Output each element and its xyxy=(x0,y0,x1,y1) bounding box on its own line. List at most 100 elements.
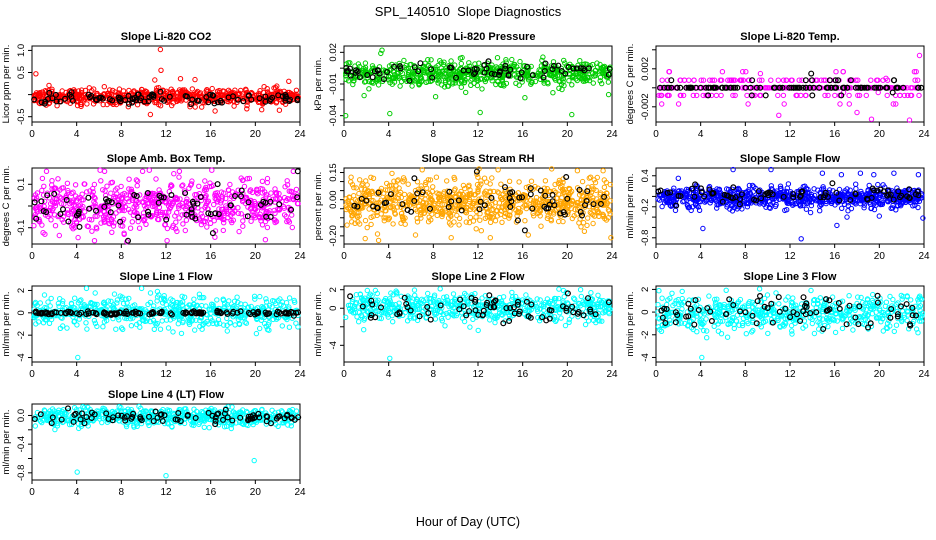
li820-pressure-series-samples xyxy=(343,47,613,119)
x-tick-label: 4 xyxy=(698,129,704,140)
sample-flow-series-samples xyxy=(655,166,926,242)
y-tick-label: 0 xyxy=(328,306,339,311)
y-axis-label: ml/min per min. xyxy=(625,292,636,357)
x-tick-label: 16 xyxy=(517,251,529,262)
x-tick-label: 0 xyxy=(29,129,35,140)
y-tick-label: -0.8 xyxy=(640,230,651,246)
x-tick-label: 24 xyxy=(606,369,618,380)
x-tick-label: 16 xyxy=(829,251,841,262)
x-tick-label: 24 xyxy=(294,251,306,262)
x-tick-label: 24 xyxy=(918,251,930,262)
panel-title: Slope Li-820 CO2 xyxy=(121,31,211,43)
x-tick-label: 24 xyxy=(918,129,930,140)
y-tick-label: 0.002 xyxy=(640,57,651,81)
y-tick-label: 1.0 xyxy=(16,44,27,57)
x-tick-label: 0 xyxy=(341,369,347,380)
y-axis-label: percent per min. xyxy=(313,172,324,241)
panel-title: Slope Li-820 Temp. xyxy=(740,31,839,43)
axes: 0 4 8 12 16 20 24 0.1 -0.1 xyxy=(16,167,306,262)
x-tick-label: 4 xyxy=(386,251,392,262)
plot-li820-pressure: Slope Li-820 Pressure kPa per min. 0 4 8 12 16… xyxy=(313,31,618,140)
x-tick-label: 4 xyxy=(698,369,704,380)
x-tick-label: 0 xyxy=(653,129,659,140)
y-axis-label: ml/min per min. xyxy=(1,410,12,475)
x-tick-label: 24 xyxy=(294,129,306,140)
x-tick-label: 24 xyxy=(606,251,618,262)
li820-pressure-series-reference xyxy=(343,58,613,84)
x-tick-label: 4 xyxy=(74,129,80,140)
x-tick-label: 20 xyxy=(562,369,574,380)
y-tick-label: 0.5 xyxy=(16,66,27,79)
li820-co2-series-samples xyxy=(31,46,301,118)
y-axis-label: ml/min per min. xyxy=(1,292,12,357)
panel-li820-pressure: Slope Li-820 Pressure kPa per min. 0 4 8 12 16… xyxy=(312,28,624,150)
panel-title: Slope Line 4 (LT) Flow xyxy=(108,389,224,401)
panel-li820-temp: Slope Li-820 Temp. degrees C per min. 0 4 8 1… xyxy=(624,28,936,150)
x-tick-label: 0 xyxy=(653,251,659,262)
x-tick-label: 24 xyxy=(918,369,930,380)
x-tick-label: 12 xyxy=(160,487,172,498)
x-tick-label: 20 xyxy=(874,369,886,380)
line4-lt-flow-series-reference xyxy=(31,405,302,428)
x-tick-label: 4 xyxy=(74,369,80,380)
y-tick-label: -0.5 xyxy=(16,109,27,125)
y-tick-label: 0.4 xyxy=(640,169,651,182)
line2-flow-series-reference xyxy=(347,290,612,327)
x-tick-label: 12 xyxy=(160,129,172,140)
panel-title: Slope Sample Flow xyxy=(740,153,841,165)
x-tick-label: 0 xyxy=(341,251,347,262)
panel-title: Slope Amb. Box Temp. xyxy=(107,153,226,165)
panel-title: Slope Line 2 Flow xyxy=(432,271,525,283)
x-tick-label: 16 xyxy=(517,129,529,140)
y-axis-label: degrees C per min. xyxy=(1,166,12,247)
x-tick-label: 8 xyxy=(743,251,749,262)
panel-line4-lt-flow: Slope Line 4 (LT) Flow ml/min per min. 0 4 8… xyxy=(0,386,312,508)
y-tick-label: 0.15 xyxy=(328,163,339,182)
y-tick-label: -2 xyxy=(16,331,27,339)
plot-li820-temp: Slope Li-820 Temp. degrees C per min. 0 4 8 1… xyxy=(625,31,930,140)
plot-amb-box-temp: Slope Amb. Box Temp. degrees C per min. 0 4… xyxy=(1,153,306,262)
x-tick-label: 12 xyxy=(472,251,484,262)
x-tick-label: 8 xyxy=(119,369,125,380)
line1-flow-series-samples xyxy=(31,285,301,361)
y-tick-label: 0.02 xyxy=(328,43,339,62)
y-tick-label: 0.00 xyxy=(328,190,339,209)
y-axis-label: ml/min per min. xyxy=(313,292,324,357)
y-tick-label: -0.01 xyxy=(328,73,339,95)
axes: 0 4 8 12 16 20 24 0.02 -0.01 -0.04 xyxy=(328,43,618,140)
x-tick-label: 8 xyxy=(431,129,437,140)
plot-gas-stream-rh: Slope Gas Stream RH percent per min. 0 4 8 12… xyxy=(313,153,618,262)
y-tick-label: 0.1 xyxy=(16,178,27,191)
gas-stream-rh-series-reference xyxy=(351,168,608,234)
y-axis-label: degrees C per min. xyxy=(625,44,636,125)
x-tick-label: 4 xyxy=(698,251,704,262)
x-tick-label: 12 xyxy=(160,369,172,380)
y-tick-label: 2 xyxy=(328,287,339,292)
x-tick-label: 20 xyxy=(874,129,886,140)
li820-co2-series-reference xyxy=(31,88,301,107)
x-tick-label: 16 xyxy=(829,369,841,380)
panel-title: Slope Gas Stream RH xyxy=(421,153,534,165)
x-tick-label: 20 xyxy=(250,369,262,380)
x-tick-label: 16 xyxy=(517,369,529,380)
plot-line2-flow: Slope Line 2 Flow ml/min per min. 0 4 8 12 16 2… xyxy=(313,271,618,380)
x-tick-label: 12 xyxy=(784,369,796,380)
y-axis-label: ml/min per min. xyxy=(625,174,636,239)
x-tick-label: 0 xyxy=(29,487,35,498)
plot-sample-flow: Slope Sample Flow ml/min per min. 0 4 8 12 16 2… xyxy=(625,153,930,262)
plot-line4-lt-flow: Slope Line 4 (LT) Flow ml/min per min. 0 4 8… xyxy=(1,389,306,498)
x-tick-label: 16 xyxy=(205,129,217,140)
figure-title: SPL_140510 Slope Diagnostics xyxy=(374,4,562,19)
x-tick-label: 8 xyxy=(119,487,125,498)
y-axis-label: Licor ppm per min. xyxy=(1,45,12,124)
axes: 0 4 8 12 16 20 24 1.0 0.5 -0.5 xyxy=(16,44,306,140)
x-tick-label: 20 xyxy=(562,129,574,140)
plot-li820-co2: Slope Li-820 CO2 Licor ppm per min. 0 4 8 12 1… xyxy=(1,31,306,140)
x-tick-label: 16 xyxy=(829,129,841,140)
x-tick-label: 8 xyxy=(743,369,749,380)
axes: 0 4 8 12 16 20 24 0.0 -0.4 -0.8 xyxy=(16,403,306,498)
y-tick-label: 0 xyxy=(640,309,651,314)
x-tick-label: 20 xyxy=(874,251,886,262)
y-tick-label: 0 xyxy=(16,310,27,315)
